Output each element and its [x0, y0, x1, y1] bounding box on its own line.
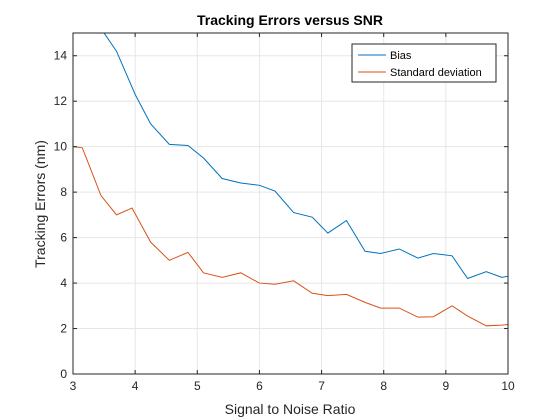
y-tick-label: 14 [54, 49, 68, 63]
x-tick-label: 8 [380, 379, 387, 393]
y-tick-label: 4 [60, 276, 67, 290]
y-tick-label: 10 [54, 140, 68, 154]
y-tick-label: 12 [54, 94, 68, 108]
x-tick-label: 3 [70, 379, 77, 393]
x-tick-label: 5 [194, 379, 201, 393]
legend: Bias Standard deviation [351, 43, 497, 83]
plot-area [73, 33, 508, 374]
y-axis-ticks: 0 2 4 6 8 10 12 14 [54, 49, 508, 381]
plot-background [73, 33, 508, 374]
series-layer [73, 33, 508, 327]
legend-label-0: Bias [390, 50, 412, 62]
axes-box [72, 32, 509, 375]
x-axis-label: Signal to Noise Ratio [225, 401, 356, 417]
x-tick-label: 7 [318, 379, 325, 393]
series-line-0 [103, 33, 508, 280]
y-axis-label: Tracking Errors (nm) [32, 140, 48, 268]
x-tick-label: 4 [132, 379, 139, 393]
legend-label-1: Standard deviation [390, 67, 482, 79]
legend-box [351, 43, 497, 83]
y-tick-label: 8 [60, 185, 67, 199]
y-tick-label: 6 [60, 231, 67, 245]
x-tick-label: 9 [443, 379, 450, 393]
x-tick-label: 6 [256, 379, 263, 393]
chart-title: Tracking Errors versus SNR [197, 12, 383, 28]
x-axis-ticks: 3 4 5 6 7 8 9 10 [70, 33, 515, 393]
x-tick-label: 10 [501, 379, 515, 393]
series-line-1 [73, 146, 508, 327]
y-tick-label: 0 [60, 367, 67, 381]
axes [72, 32, 509, 375]
y-tick-label: 2 [60, 322, 67, 336]
